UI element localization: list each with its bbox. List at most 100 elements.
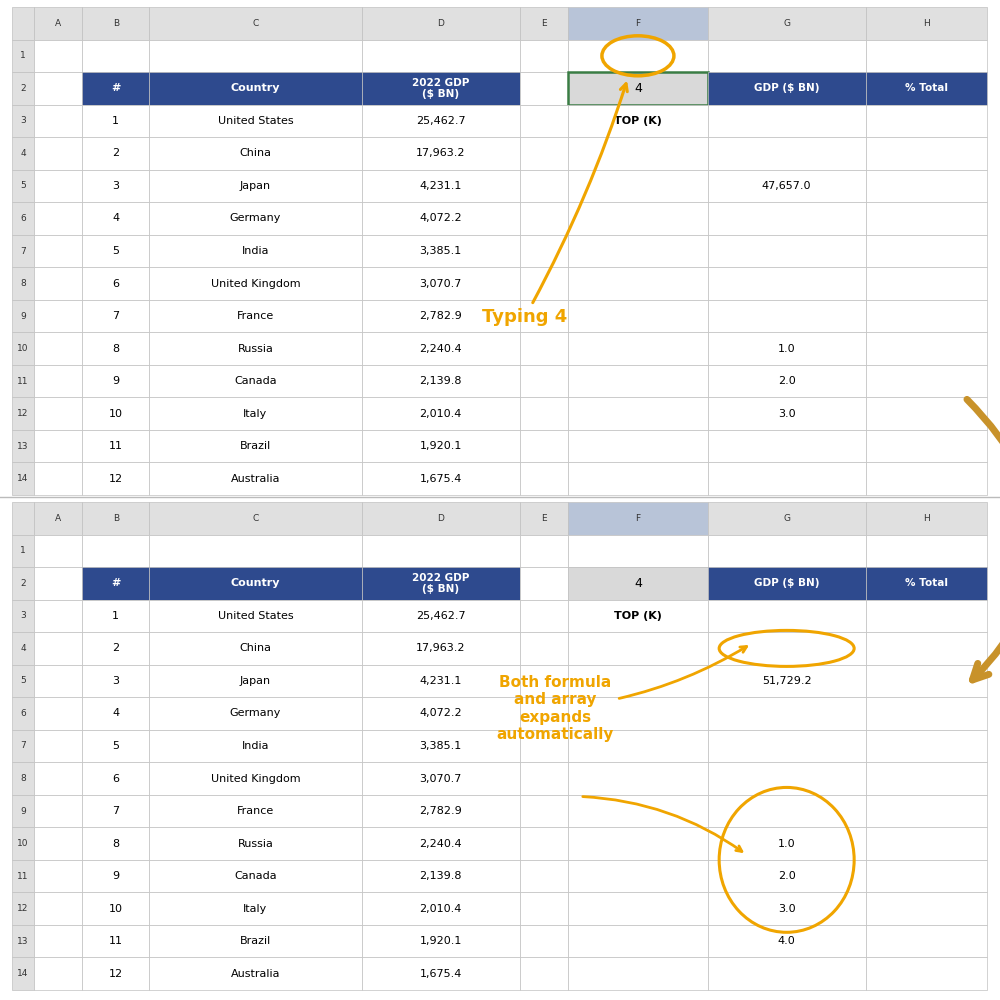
Bar	[12, 502, 34, 535]
Bar	[12, 535, 34, 567]
Bar	[362, 925, 520, 957]
Bar	[34, 332, 82, 365]
Text: Italy: Italy	[243, 409, 268, 419]
Text: F: F	[635, 19, 640, 28]
Bar	[866, 235, 987, 267]
Text: 5: 5	[20, 676, 26, 685]
Bar	[520, 72, 568, 105]
Text: 4,231.1: 4,231.1	[419, 676, 462, 686]
Bar	[82, 697, 149, 730]
Text: 12: 12	[109, 969, 123, 979]
Bar	[34, 892, 82, 925]
Text: H: H	[923, 514, 930, 523]
Text: 2,139.8: 2,139.8	[419, 376, 462, 386]
Bar	[82, 430, 149, 462]
Bar	[520, 40, 568, 72]
Bar	[362, 892, 520, 925]
Bar	[362, 632, 520, 665]
Text: 2: 2	[20, 84, 26, 93]
Bar	[12, 827, 34, 860]
Text: 8: 8	[20, 279, 26, 288]
Bar	[12, 365, 34, 397]
Text: Typing 4: Typing 4	[482, 84, 627, 326]
Text: 4: 4	[634, 577, 642, 590]
Text: 1,675.4: 1,675.4	[419, 474, 462, 484]
Bar	[34, 462, 82, 495]
Bar	[362, 462, 520, 495]
Bar	[866, 957, 987, 990]
Bar	[82, 957, 149, 990]
Bar	[12, 40, 34, 72]
Bar	[149, 567, 362, 600]
Bar	[34, 957, 82, 990]
Bar	[149, 72, 362, 105]
Text: 6: 6	[112, 279, 119, 289]
Bar	[568, 332, 708, 365]
Bar	[520, 860, 568, 892]
Bar	[149, 332, 362, 365]
Text: 2,010.4: 2,010.4	[419, 904, 462, 914]
Bar	[12, 697, 34, 730]
Text: 2,240.4: 2,240.4	[419, 344, 462, 354]
Text: G: G	[783, 514, 790, 523]
Bar	[34, 300, 82, 332]
Bar	[568, 697, 708, 730]
Bar	[520, 665, 568, 697]
Bar	[866, 860, 987, 892]
Text: 25,462.7: 25,462.7	[416, 116, 465, 126]
Bar	[520, 925, 568, 957]
Text: 7: 7	[20, 246, 26, 255]
Text: 8: 8	[112, 344, 119, 354]
Bar	[82, 397, 149, 430]
Bar	[568, 795, 708, 827]
Text: G: G	[783, 19, 790, 28]
Bar	[866, 462, 987, 495]
Bar	[708, 397, 866, 430]
Bar	[866, 567, 987, 600]
Bar	[568, 105, 708, 137]
Bar	[708, 730, 866, 762]
Bar	[12, 730, 34, 762]
Bar	[12, 957, 34, 990]
Bar	[866, 267, 987, 300]
Text: GDP ($ BN): GDP ($ BN)	[754, 83, 819, 93]
Bar	[568, 827, 708, 860]
Bar	[568, 170, 708, 202]
Bar	[149, 600, 362, 632]
Text: 2.0: 2.0	[778, 376, 796, 386]
Text: B: B	[113, 19, 119, 28]
Bar	[34, 827, 82, 860]
Text: #: #	[111, 83, 121, 93]
Bar	[34, 397, 82, 430]
Bar	[866, 397, 987, 430]
Bar	[34, 665, 82, 697]
Text: 2022 GDP
($ BN): 2022 GDP ($ BN)	[412, 78, 469, 99]
Bar	[708, 795, 866, 827]
Bar	[34, 7, 82, 40]
Text: 2: 2	[112, 148, 119, 158]
Bar	[708, 267, 866, 300]
Bar	[568, 730, 708, 762]
Bar	[82, 502, 149, 535]
Bar	[362, 7, 520, 40]
Bar	[82, 462, 149, 495]
Text: India: India	[242, 246, 269, 256]
Bar	[362, 137, 520, 170]
Bar	[82, 170, 149, 202]
Bar	[568, 535, 708, 567]
Text: 10: 10	[109, 409, 123, 419]
Bar	[82, 665, 149, 697]
Bar	[34, 795, 82, 827]
Bar	[866, 170, 987, 202]
Text: 8: 8	[20, 774, 26, 783]
Bar	[362, 567, 520, 600]
Bar	[520, 697, 568, 730]
Bar	[82, 7, 149, 40]
Text: 3,385.1: 3,385.1	[419, 246, 462, 256]
Bar	[362, 795, 520, 827]
Bar	[34, 632, 82, 665]
Bar	[568, 957, 708, 990]
Bar	[362, 697, 520, 730]
Bar	[149, 502, 362, 535]
Bar	[362, 170, 520, 202]
